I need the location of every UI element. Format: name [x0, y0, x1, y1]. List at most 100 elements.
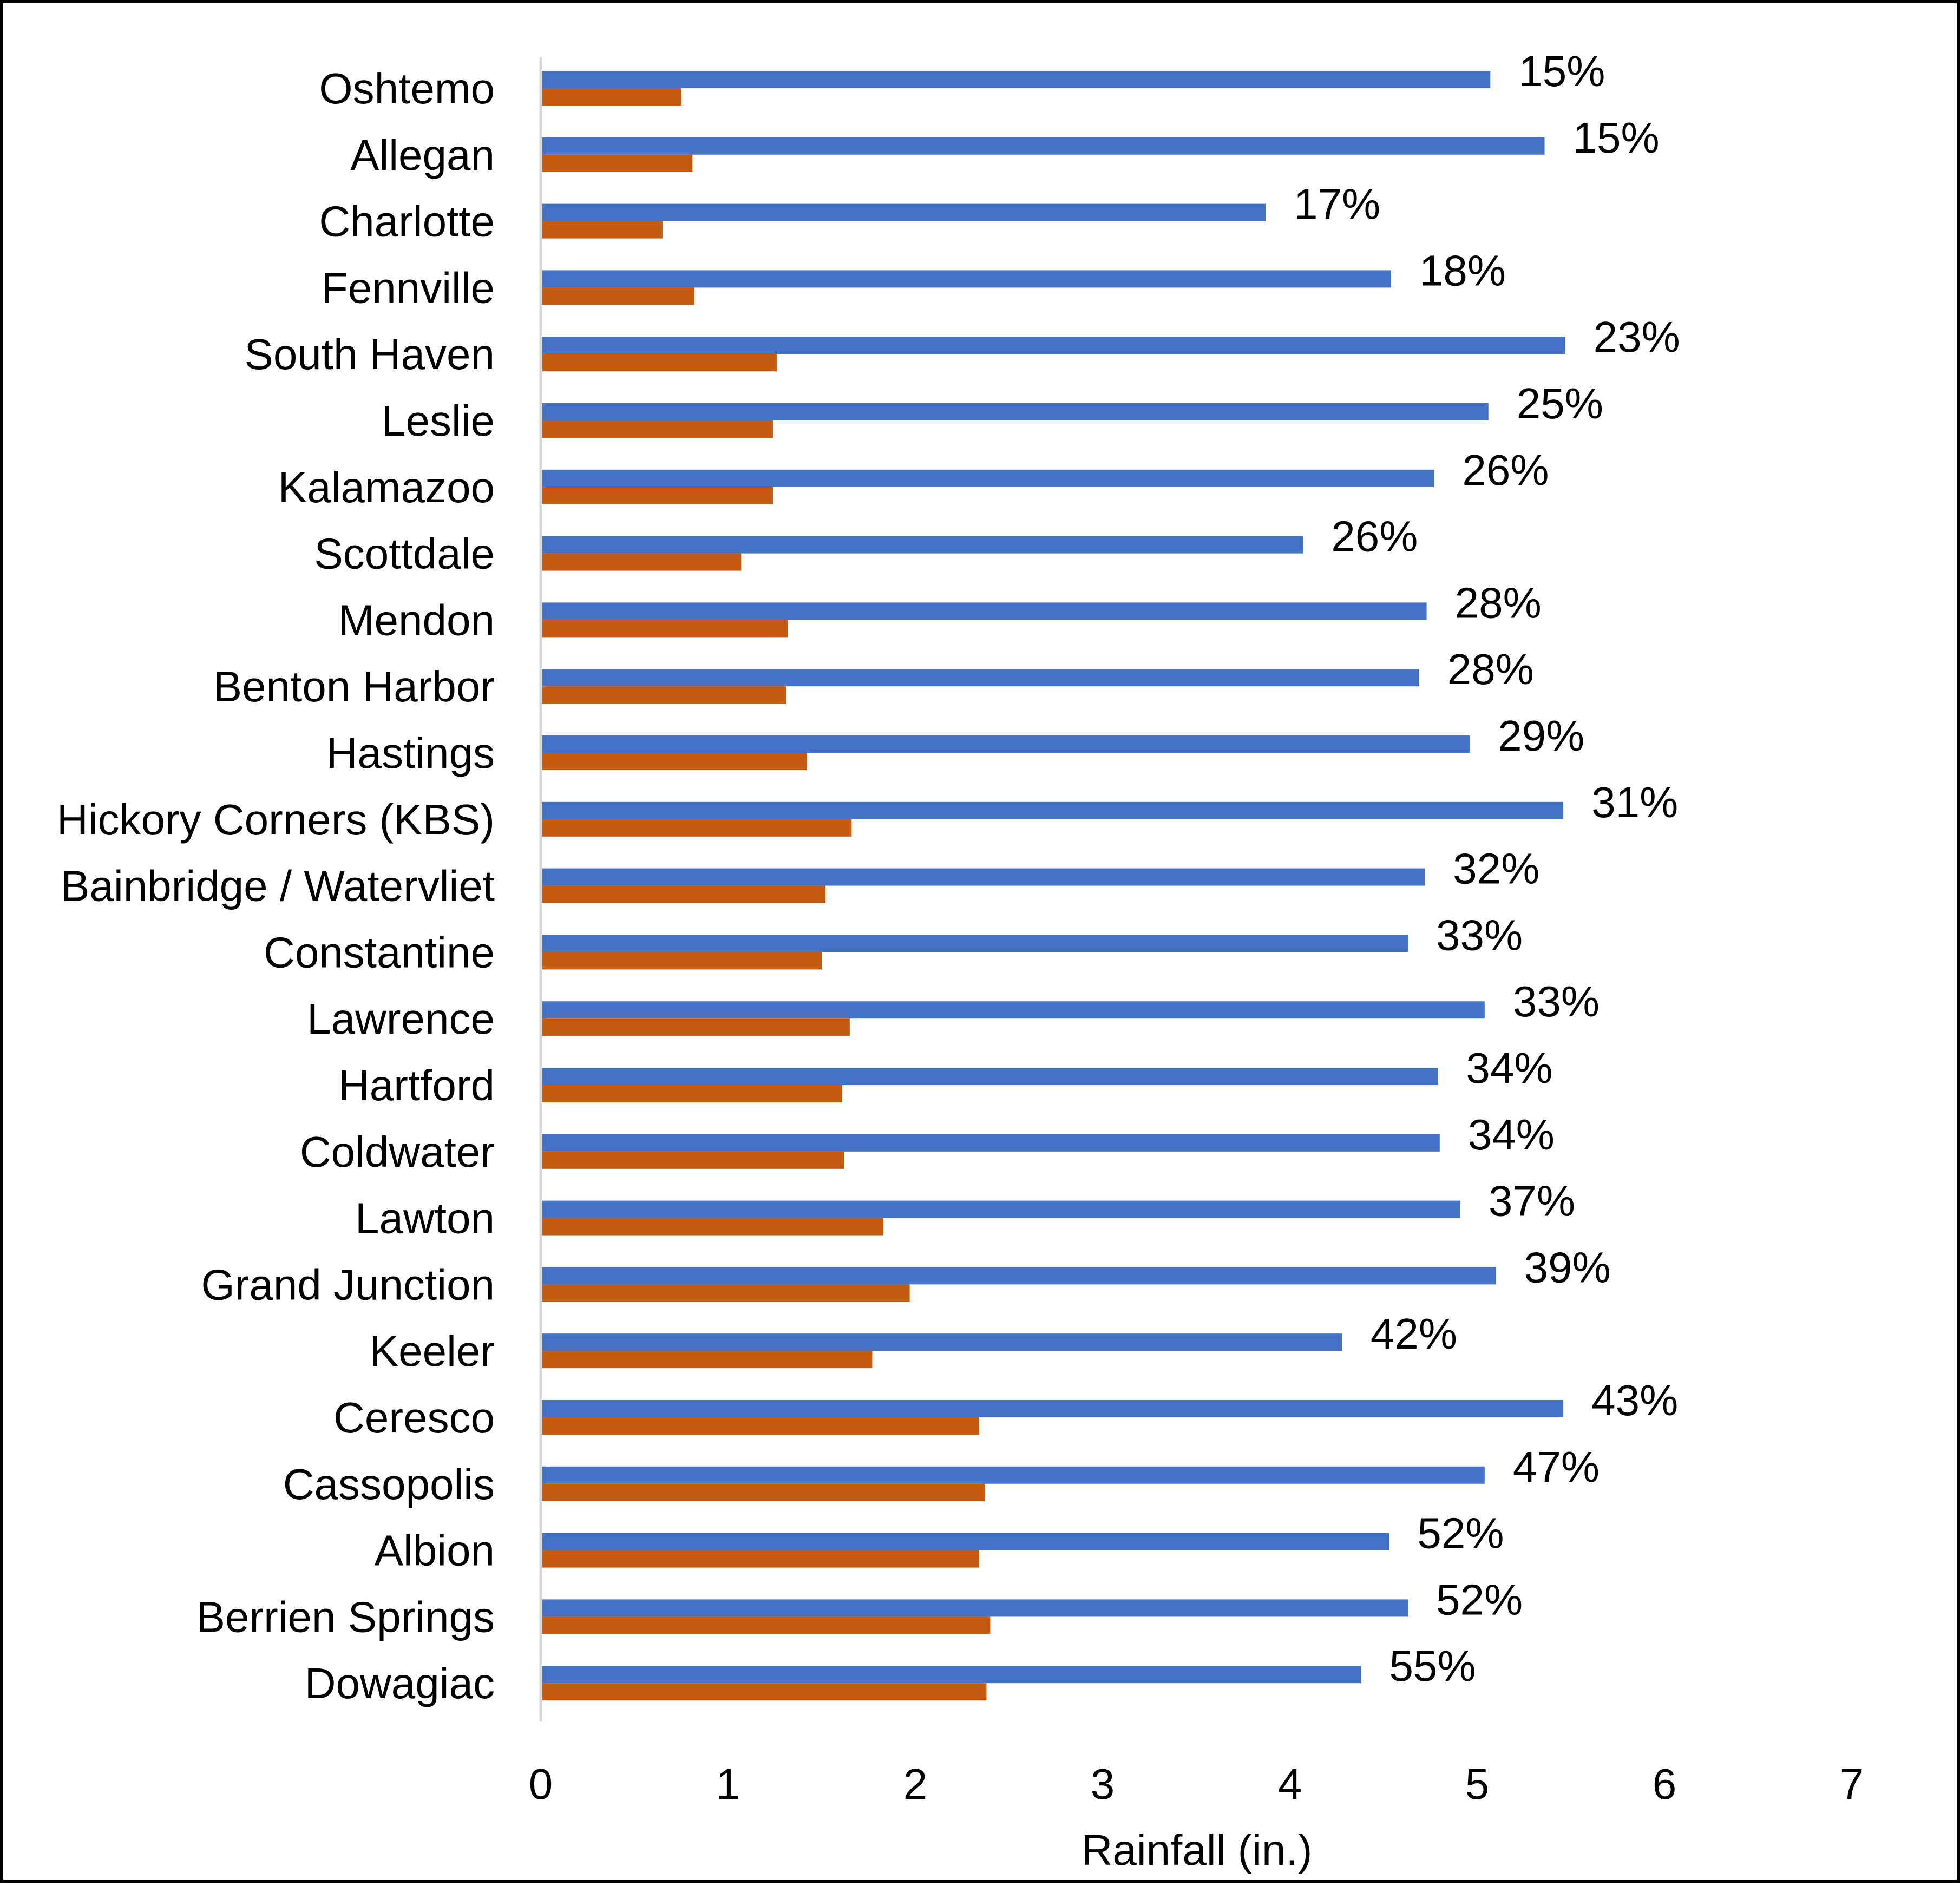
category-label: Scottdale — [314, 530, 495, 578]
bar-series-1 — [541, 868, 1425, 886]
category-label: Hickory Corners (KBS) — [57, 796, 495, 844]
x-axis-title: Rainfall (in.) — [1081, 1826, 1313, 1874]
bar-series-2 — [541, 952, 822, 970]
bar-data-label: 23% — [1594, 313, 1680, 361]
category-label: Bainbridge / Watervliet — [61, 862, 495, 910]
bar-series-1 — [541, 270, 1391, 288]
bar-series-1 — [541, 1001, 1485, 1019]
bar-series-2 — [541, 1284, 910, 1302]
category-label: Leslie — [382, 397, 495, 445]
bar-data-label: 33% — [1436, 911, 1523, 959]
bar-series-1 — [541, 1333, 1342, 1351]
bar-series-1 — [541, 1533, 1389, 1550]
bar-series-2 — [541, 1085, 843, 1102]
bar-data-label: 55% — [1389, 1642, 1476, 1690]
bar-series-1 — [541, 801, 1564, 819]
category-label: Cassopolis — [283, 1460, 495, 1508]
bar-data-label: 26% — [1462, 446, 1549, 494]
x-tick-label: 2 — [903, 1760, 928, 1808]
bar-data-label: 52% — [1417, 1509, 1504, 1558]
bar-series-1 — [541, 1599, 1408, 1617]
bar-series-2 — [541, 885, 825, 903]
bar-series-1 — [541, 1068, 1438, 1085]
category-label: Lawton — [355, 1194, 495, 1243]
category-label: Ceresco — [333, 1394, 495, 1442]
bar-data-label: 31% — [1591, 778, 1678, 826]
bar-data-label: 28% — [1447, 645, 1534, 693]
bar-data-label: 34% — [1466, 1044, 1552, 1092]
category-label: Coldwater — [300, 1128, 495, 1176]
x-tick-label: 6 — [1653, 1760, 1677, 1808]
bar-series-2 — [541, 1218, 884, 1236]
bar-series-1 — [541, 536, 1303, 554]
bar-data-label: 34% — [1468, 1110, 1555, 1159]
category-label: Constantine — [264, 928, 495, 976]
category-label: Lawrence — [307, 995, 495, 1043]
bar-series-2 — [541, 620, 788, 638]
bar-data-label: 33% — [1513, 977, 1600, 1026]
bar-series-1 — [541, 602, 1427, 620]
bar-series-2 — [541, 1550, 979, 1568]
bar-series-1 — [541, 403, 1489, 420]
bar-data-label: 26% — [1331, 512, 1418, 561]
category-label: Fennville — [322, 264, 495, 312]
category-label: South Haven — [244, 330, 495, 378]
bar-series-1 — [541, 71, 1491, 88]
bar-series-2 — [541, 88, 681, 106]
bar-data-label: 28% — [1455, 579, 1542, 627]
bar-series-2 — [541, 1351, 873, 1369]
bar-series-2 — [541, 1417, 979, 1435]
bar-series-2 — [541, 753, 807, 770]
bar-series-1 — [541, 203, 1266, 221]
bar-data-label: 43% — [1591, 1376, 1678, 1424]
bar-series-2 — [541, 154, 693, 172]
bar-series-1 — [541, 1666, 1361, 1684]
bar-data-label: 39% — [1524, 1243, 1611, 1291]
bar-series-2 — [541, 1018, 850, 1036]
bar-series-1 — [541, 137, 1545, 155]
bar-data-label: 42% — [1371, 1310, 1457, 1358]
bar-series-1 — [541, 1400, 1564, 1417]
bar-series-2 — [541, 487, 773, 504]
category-label: Kalamazoo — [278, 463, 495, 511]
category-label: Albion — [375, 1527, 495, 1575]
bar-series-1 — [541, 669, 1419, 687]
x-tick-label: 7 — [1840, 1760, 1864, 1808]
x-tick-label: 1 — [716, 1760, 740, 1808]
category-label: Grand Junction — [201, 1260, 495, 1309]
x-tick-label: 4 — [1278, 1760, 1302, 1808]
bar-data-label: 52% — [1436, 1575, 1523, 1624]
bar-data-label: 15% — [1518, 47, 1605, 95]
bar-data-label: 18% — [1419, 246, 1506, 294]
category-label: Allegan — [350, 131, 495, 179]
bar-series-2 — [541, 420, 773, 438]
bar-series-2 — [541, 819, 852, 837]
bar-series-1 — [541, 469, 1434, 487]
bar-data-label: 32% — [1453, 845, 1539, 893]
bar-data-label: 47% — [1513, 1443, 1600, 1491]
bar-series-2 — [541, 1683, 987, 1701]
category-label: Berrien Springs — [196, 1593, 495, 1641]
x-tick-label: 3 — [1091, 1760, 1115, 1808]
category-label: Charlotte — [319, 198, 495, 246]
bar-series-1 — [541, 1466, 1485, 1484]
bar-data-label: 25% — [1517, 379, 1603, 428]
x-tick-label: 5 — [1465, 1760, 1490, 1808]
bar-series-1 — [541, 735, 1470, 753]
bar-data-label: 17% — [1294, 180, 1380, 228]
bar-series-1 — [541, 1267, 1496, 1285]
bar-series-1 — [541, 1200, 1460, 1218]
bar-series-2 — [541, 287, 694, 305]
bar-data-label: 29% — [1498, 712, 1584, 760]
bar-series-2 — [541, 221, 663, 239]
bar-series-1 — [541, 1134, 1440, 1152]
bar-series-1 — [541, 337, 1565, 354]
category-label: Hartford — [338, 1061, 495, 1109]
category-label: Keeler — [370, 1327, 495, 1375]
bar-series-2 — [541, 354, 777, 372]
bar-series-1 — [541, 935, 1408, 952]
category-label: Oshtemo — [319, 64, 495, 113]
category-label: Dowagiac — [305, 1659, 495, 1707]
category-label: Hastings — [326, 729, 495, 777]
